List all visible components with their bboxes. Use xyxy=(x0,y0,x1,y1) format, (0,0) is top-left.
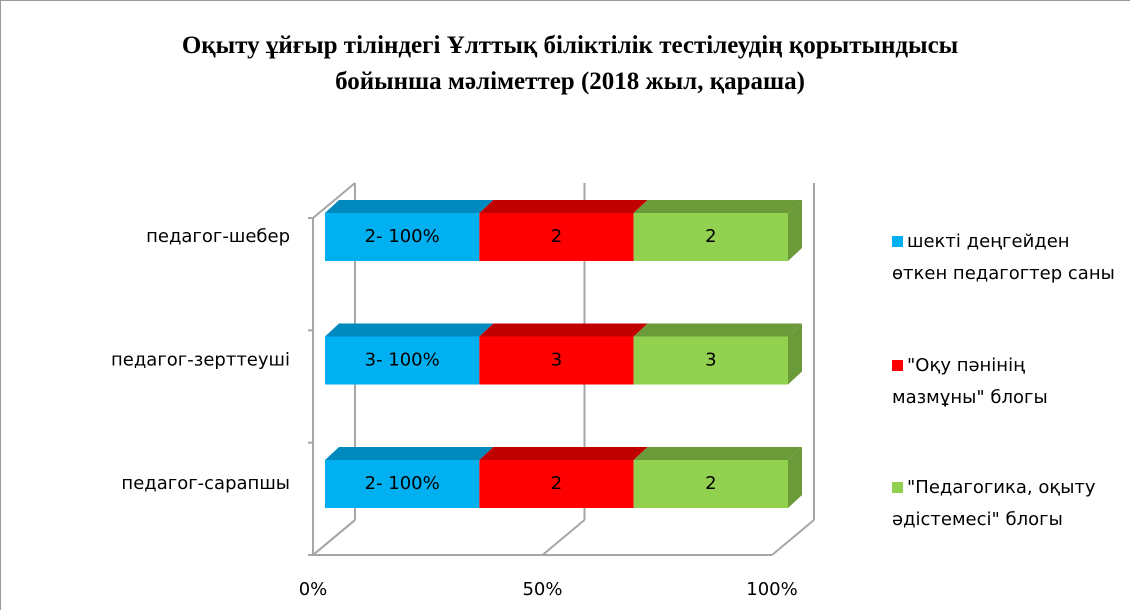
grid-line xyxy=(771,519,815,556)
grid-line xyxy=(312,519,356,556)
legend-swatch xyxy=(892,482,903,493)
bar-side xyxy=(788,447,802,508)
axis-line xyxy=(312,182,356,219)
bar xyxy=(633,460,788,508)
legend-swatch xyxy=(892,236,903,247)
bar xyxy=(479,213,634,261)
bar xyxy=(633,213,788,261)
data-label: 3 xyxy=(705,350,716,371)
bar xyxy=(479,460,634,508)
bar-top xyxy=(479,200,648,213)
bar-top xyxy=(325,447,494,460)
bar-top xyxy=(633,447,802,460)
legend-label: "Педагогика, оқыту әдістемесі" блогы xyxy=(892,477,1096,530)
bar-top xyxy=(633,323,802,337)
x-tick-label: 50% xyxy=(522,579,562,600)
x-tick-label: 0% xyxy=(299,579,328,600)
legend-item: шекті деңгейден өткен педагогтер саны xyxy=(892,226,1122,290)
bar-side xyxy=(788,323,802,385)
y-tick-label: педагог-шебер xyxy=(146,226,290,247)
bar xyxy=(325,336,480,385)
y-tick-label: педагог-сарапшы xyxy=(121,473,290,494)
legend-label: шекті деңгейден өткен педагогтер саны xyxy=(892,231,1115,284)
chart-title: Оқыту ұйғыр тіліндегі Ұлттық біліктілік … xyxy=(181,32,959,95)
legend-item: "Педагогика, оқыту әдістемесі" блогы xyxy=(892,472,1122,536)
data-label: 3 xyxy=(551,350,562,371)
bar xyxy=(325,460,480,508)
x-tick-label: 100% xyxy=(746,579,797,600)
bar-top xyxy=(325,200,494,213)
legend-swatch xyxy=(892,360,903,371)
grid-line xyxy=(541,519,586,556)
bar-top xyxy=(479,323,648,337)
data-label: 2 xyxy=(705,226,716,247)
bar xyxy=(633,336,788,385)
data-label: 2- 100% xyxy=(365,473,440,494)
data-label: 2 xyxy=(551,473,562,494)
y-tick-label: педагог-зерттеуші xyxy=(111,350,290,371)
legend-item: "Оқу пәнінің мазмұны" блогы xyxy=(892,350,1122,414)
bar xyxy=(479,336,634,385)
bar xyxy=(325,213,480,261)
data-label: 3- 100% xyxy=(365,350,440,371)
bar-top xyxy=(633,200,802,213)
data-label: 2 xyxy=(705,473,716,494)
bar-top xyxy=(479,447,648,460)
bar-side xyxy=(788,200,802,261)
data-label: 2 xyxy=(551,226,562,247)
data-label: 2- 100% xyxy=(365,226,440,247)
legend-label: "Оқу пәнінің мазмұны" блогы xyxy=(892,355,1048,408)
bar-top xyxy=(325,323,494,337)
